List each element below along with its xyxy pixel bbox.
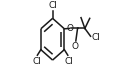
Text: O: O: [72, 42, 79, 51]
Text: Cl: Cl: [64, 57, 73, 66]
Text: Cl: Cl: [91, 33, 100, 42]
Text: Cl: Cl: [32, 57, 41, 66]
Text: O: O: [67, 24, 74, 33]
Text: Cl: Cl: [48, 1, 57, 10]
